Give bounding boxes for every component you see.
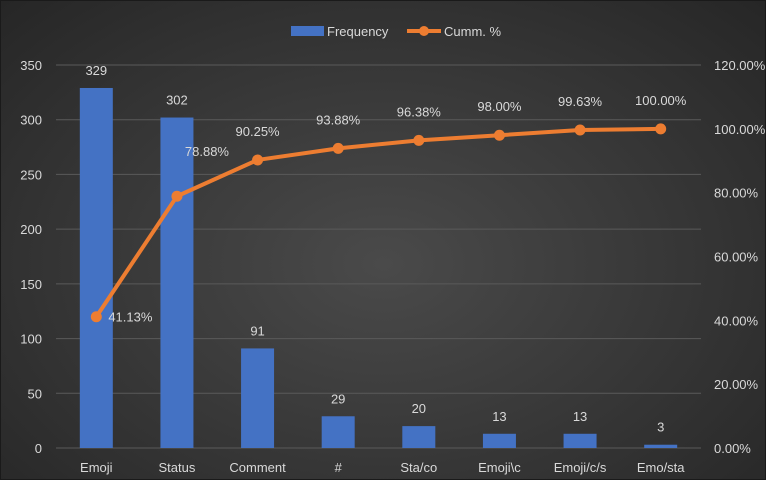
- line-data-label: 98.00%: [477, 99, 522, 114]
- bar-emoji-c-s: [563, 433, 597, 448]
- cumulative-point: [90, 311, 102, 323]
- bar-data-label: 13: [492, 409, 506, 424]
- y-left-tick-label: 350: [20, 58, 42, 73]
- cumulative-percent-line: [94, 126, 661, 318]
- y-right-tick-label: 120.00%: [714, 58, 766, 73]
- y-left-tick-label: 150: [20, 277, 42, 292]
- y-left-tick-label: 300: [20, 113, 42, 128]
- bar-emo-sta: [644, 444, 678, 448]
- line-data-label: 93.88%: [316, 112, 361, 127]
- x-category-label: Emoji/c/s: [554, 460, 607, 475]
- cumulative-point: [332, 142, 344, 154]
- legend-label-frequency: Frequency: [327, 24, 389, 39]
- y-left-tick-label: 200: [20, 222, 42, 237]
- line-data-label: 96.38%: [397, 104, 442, 119]
- cumulative-point: [493, 129, 505, 141]
- bar-emoji-c: [482, 433, 516, 448]
- bar-data-label: 29: [331, 391, 345, 406]
- cumulative-point: [574, 124, 586, 136]
- y-left-tick-label: 250: [20, 167, 42, 182]
- x-category-label: #: [335, 460, 343, 475]
- line-data-label: 99.63%: [558, 94, 603, 109]
- cumulative-point: [413, 134, 425, 146]
- line-data-label: 90.25%: [236, 124, 281, 139]
- y-left-tick-label: 50: [28, 386, 42, 401]
- x-category-label: Emo/sta: [637, 460, 685, 475]
- y-right-tick-label: 60.00%: [714, 250, 759, 265]
- bar-data-label: 91: [250, 323, 264, 338]
- legend-swatch-cumulative-marker: [419, 26, 429, 36]
- y-left-tick-label: 100: [20, 332, 42, 347]
- cumulative-point: [171, 190, 183, 202]
- legend-label-cumulative: Cumm. %: [444, 24, 502, 39]
- bar-data-label: 302: [166, 93, 188, 108]
- x-category-label: Emoji\c: [478, 460, 521, 475]
- y-right-tick-label: 20.00%: [714, 377, 759, 392]
- y-right-tick-label: 0.00%: [714, 441, 751, 456]
- bar-data-label: 20: [412, 401, 426, 416]
- bar--: [321, 416, 355, 448]
- x-category-label: Comment: [229, 460, 286, 475]
- line-data-label: 41.13%: [108, 310, 153, 325]
- x-category-label: Sta/co: [400, 460, 437, 475]
- bar-data-label: 3: [657, 420, 664, 435]
- x-category-label: Emoji: [80, 460, 113, 475]
- line-data-label: 78.88%: [185, 144, 230, 159]
- bar-data-label: 13: [573, 409, 587, 424]
- bar-status: [160, 117, 194, 449]
- legend-swatch-frequency: [291, 26, 324, 36]
- cumulative-point: [252, 154, 264, 166]
- y-right-tick-label: 40.00%: [714, 313, 759, 328]
- y-right-tick-label: 80.00%: [714, 186, 759, 201]
- bar-emoji: [79, 87, 113, 448]
- x-category-label: Status: [159, 460, 196, 475]
- bar-data-label: 329: [85, 63, 107, 78]
- bar-comment: [241, 348, 275, 448]
- cumulative-point: [655, 123, 667, 135]
- bar-sta-co: [402, 426, 436, 448]
- y-left-tick-label: 0: [35, 441, 42, 456]
- y-right-tick-label: 100.00%: [714, 122, 766, 137]
- line-data-label: 100.00%: [635, 93, 687, 108]
